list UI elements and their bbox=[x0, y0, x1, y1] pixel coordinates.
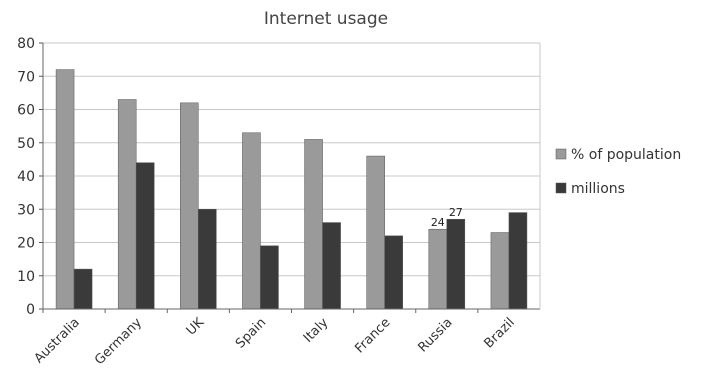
legend: % of population millions bbox=[555, 147, 681, 197]
legend-swatch-millions bbox=[555, 182, 567, 194]
bar-spain-percent bbox=[242, 132, 261, 310]
bars bbox=[55, 69, 528, 310]
y-tick-label: 60 bbox=[17, 103, 35, 119]
x-axis-labels: Australia Germany UK Spain Italy France Russia… bbox=[32, 309, 518, 368]
data-label: 27 bbox=[449, 206, 463, 219]
data-labels: 24 27 bbox=[431, 206, 463, 229]
bar-spain-millions bbox=[260, 245, 279, 310]
bar-brazil-percent bbox=[490, 232, 510, 310]
y-tick-label: 40 bbox=[17, 169, 35, 185]
bar-germany-millions bbox=[135, 162, 155, 310]
gridlines bbox=[43, 42, 540, 310]
legend-swatch-percent bbox=[555, 148, 567, 160]
bar-australia-percent bbox=[55, 69, 75, 310]
x-tick-label-germany: Germany bbox=[92, 315, 145, 368]
x-tick-label-spain: Spain bbox=[233, 315, 269, 351]
x-tick-label-italy: Italy bbox=[301, 315, 332, 346]
y-axis-ticks: 0 10 20 30 40 50 60 70 80 bbox=[17, 36, 43, 318]
bar-france-percent bbox=[366, 155, 385, 310]
x-tick-label-uk: UK bbox=[184, 315, 208, 339]
bar-italy-millions bbox=[322, 222, 341, 310]
legend-label-millions: millions bbox=[571, 181, 625, 197]
bar-australia-millions bbox=[73, 268, 93, 310]
x-tick-label-brazil: Brazil bbox=[482, 315, 518, 351]
y-tick-label: 80 bbox=[17, 36, 35, 52]
bar-russia-percent bbox=[428, 228, 448, 310]
y-tick-label: 10 bbox=[17, 269, 35, 285]
bar-germany-percent bbox=[117, 99, 137, 310]
chart-title: Internet usage bbox=[264, 9, 388, 29]
y-tick-label: 70 bbox=[17, 69, 35, 85]
legend-label-percent: % of population bbox=[571, 147, 681, 163]
bar-brazil-millions bbox=[508, 212, 528, 310]
x-tick-label-australia: Australia bbox=[32, 315, 83, 366]
y-tick-label: 30 bbox=[17, 202, 35, 218]
y-tick-label: 20 bbox=[17, 236, 35, 252]
bar-france-millions bbox=[384, 235, 403, 310]
y-tick-label: 50 bbox=[17, 136, 35, 152]
x-tick-label-russia: Russia bbox=[415, 315, 455, 355]
bar-uk-percent bbox=[180, 102, 199, 310]
bar-russia-millions bbox=[446, 218, 466, 310]
y-tick-label: 0 bbox=[26, 302, 35, 318]
x-tick-label-france: France bbox=[352, 315, 393, 356]
bar-italy-percent bbox=[304, 139, 323, 310]
bar-uk-millions bbox=[198, 209, 217, 310]
data-label: 24 bbox=[431, 216, 445, 229]
